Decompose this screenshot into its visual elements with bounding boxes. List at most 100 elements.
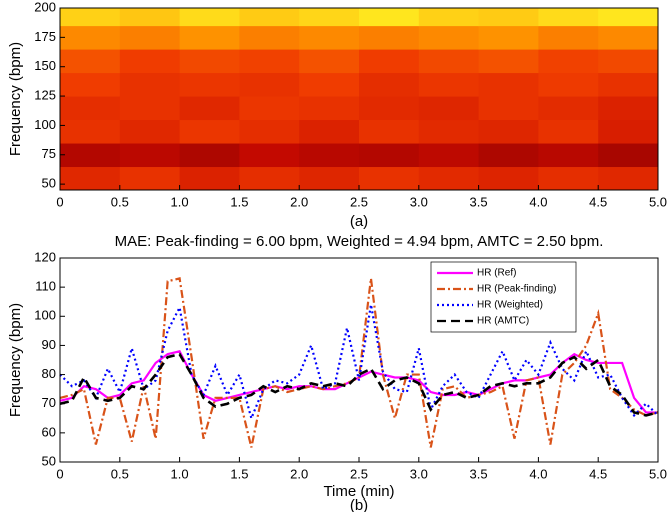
x-tick-label: 1.0 — [171, 466, 189, 481]
y-tick-label: 100 — [34, 308, 56, 323]
heat-cell — [299, 8, 360, 27]
y-tick-label: 50 — [42, 176, 56, 191]
y-tick-label: 150 — [34, 58, 56, 73]
heat-cell — [359, 49, 420, 74]
heat-cell — [60, 25, 121, 50]
heat-cell — [239, 8, 300, 27]
legend-label: HR (Weighted) — [477, 300, 543, 311]
y-axis-label: Frequency (bpm) — [7, 303, 24, 417]
heat-cell — [478, 8, 539, 27]
heat-cell — [119, 49, 181, 74]
x-tick-label: 3.0 — [410, 466, 428, 481]
heat-cell — [478, 119, 539, 144]
heat-cell — [239, 72, 300, 97]
heat-cell — [598, 25, 659, 50]
x-tick-label: 2.5 — [350, 466, 368, 481]
x-tick-label: 2.0 — [290, 466, 308, 481]
x-axis-label: Time (min) — [323, 483, 394, 500]
heat-cell — [239, 119, 300, 144]
heat-cell — [598, 143, 659, 168]
x-tick-label: 3.0 — [410, 194, 428, 209]
heat-cell — [418, 25, 480, 50]
heat-cell — [119, 119, 181, 144]
heat-cell — [119, 72, 181, 97]
x-tick-label: 0 — [56, 466, 63, 481]
y-axis-label: Frequency (bpm) — [7, 42, 24, 156]
panel-caption: (a) — [350, 213, 368, 230]
x-tick-label: 0.5 — [111, 194, 129, 209]
heat-cell — [60, 96, 121, 121]
heat-cell — [299, 96, 360, 121]
heat-cell — [179, 49, 240, 74]
heat-cell — [538, 166, 599, 191]
y-tick-label: 90 — [42, 337, 56, 352]
heat-cell — [538, 49, 599, 74]
heat-cell — [359, 25, 420, 50]
panel — [59, 277, 659, 448]
heat-cell — [239, 49, 300, 74]
heat-cell — [299, 119, 360, 144]
heat-cell — [119, 8, 181, 27]
x-tick-label: 4.0 — [529, 466, 547, 481]
x-tick-label: 1.0 — [171, 194, 189, 209]
heat-cell — [179, 166, 240, 191]
heat-cell — [239, 25, 300, 50]
heat-cell — [478, 49, 539, 74]
x-tick-label: 4.5 — [589, 466, 607, 481]
heat-cell — [538, 25, 599, 50]
heat-cell — [418, 143, 480, 168]
x-tick-label: 4.5 — [589, 194, 607, 209]
heat-cell — [538, 143, 599, 168]
chart-title: MAE: Peak-finding = 6.00 bpm, Weighted =… — [115, 233, 604, 250]
series-line — [59, 352, 659, 417]
heat-cell — [478, 25, 539, 50]
heat-cell — [60, 8, 121, 27]
heat-cell — [179, 143, 240, 168]
heat-cell — [299, 72, 360, 97]
heat-cell — [239, 143, 300, 168]
heat-cell — [119, 96, 181, 121]
heat-cell — [299, 49, 360, 74]
heat-cell — [538, 72, 599, 97]
heat-cell — [598, 72, 659, 97]
y-tick-label: 80 — [42, 366, 56, 381]
heat-cell — [478, 166, 539, 191]
series-line — [59, 277, 659, 448]
x-tick-label: 0.5 — [111, 466, 129, 481]
heat-cell — [418, 8, 480, 27]
heat-cell — [179, 119, 240, 144]
heat-cell — [418, 49, 480, 74]
heat-cell — [538, 96, 599, 121]
x-tick-label: 5.0 — [649, 194, 667, 209]
x-tick-label: 5.0 — [649, 466, 667, 481]
heat-cell — [299, 143, 360, 168]
heat-cell — [359, 72, 420, 97]
x-tick-label: 2.5 — [350, 194, 368, 209]
heat-cell — [538, 119, 599, 144]
legend-label: HR (Peak-finding) — [477, 284, 556, 295]
heat-cell — [60, 119, 121, 144]
heat-cell — [179, 96, 240, 121]
heat-cell — [598, 166, 659, 191]
y-tick-label: 75 — [42, 146, 56, 161]
heat-cell — [418, 119, 480, 144]
legend-label: HR (AMTC) — [477, 316, 529, 327]
y-tick-label: 50 — [42, 453, 56, 468]
heat-cell — [359, 143, 420, 168]
heat-cell — [179, 8, 240, 27]
heat-cell — [60, 143, 121, 168]
heat-cell — [299, 25, 360, 50]
heat-cell — [418, 166, 480, 191]
heat-cell — [119, 25, 181, 50]
heat-cell — [598, 119, 659, 144]
y-tick-label: 60 — [42, 424, 56, 439]
heat-cell — [359, 166, 420, 191]
y-tick-label: 200 — [34, 0, 56, 14]
heat-cell — [598, 96, 659, 121]
heat-cell — [359, 8, 420, 27]
heat-cell — [179, 25, 240, 50]
x-tick-label: 3.5 — [470, 466, 488, 481]
legend-label: HR (Ref) — [477, 268, 516, 279]
heat-cell — [418, 96, 480, 121]
